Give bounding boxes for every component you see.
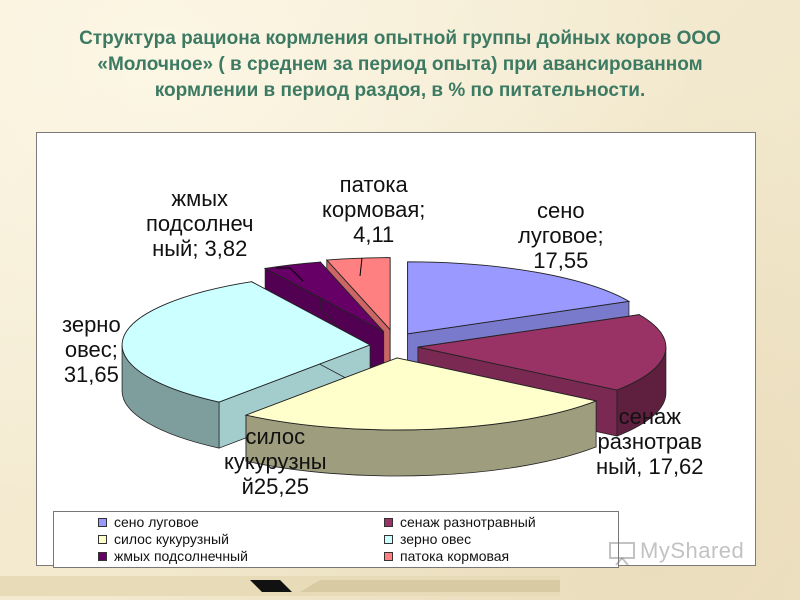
data-label-line: разнотрав <box>597 429 702 454</box>
pie-slice-3 <box>244 357 598 477</box>
legend-swatch <box>98 535 107 544</box>
data-label-line: сенаж <box>618 404 681 429</box>
legend-swatch <box>384 518 393 527</box>
data-label-line: 4,11 <box>353 222 395 247</box>
data-label-4: зерно овес; 31,65 <box>62 312 121 387</box>
data-label-line: й25,25 <box>241 474 309 499</box>
slice-top-face <box>407 261 631 335</box>
title-line-2: «Молочное» ( в среднем за период опыта) … <box>97 54 703 75</box>
legend-label: сено луговое <box>114 514 199 530</box>
data-label-line: патока <box>339 172 408 197</box>
legend-swatch <box>98 518 107 527</box>
slice-top-face <box>417 314 667 391</box>
data-label-line: овес; <box>64 337 118 362</box>
slice-top-face <box>244 357 598 431</box>
legend-label: зерно овес <box>400 531 472 547</box>
data-label-line: кукурузны <box>224 449 327 474</box>
title-line-3: кормлении в период раздоя, в % по питате… <box>154 80 646 101</box>
data-label-line: подсолнеч <box>146 211 254 236</box>
leader-line-patoka <box>359 257 363 277</box>
legend-label: силос кукурузный <box>114 531 229 547</box>
title-line-1: Структура рациона кормления опытной груп… <box>79 28 721 49</box>
data-label-line: ный, 17,62 <box>596 454 704 479</box>
legend-swatch <box>384 552 393 561</box>
data-label-line: зерно <box>62 312 121 337</box>
legend-label: жмых подсолнечный <box>114 548 248 564</box>
slice-top-face <box>121 281 372 403</box>
data-label-line: луговое; <box>518 223 604 248</box>
data-label-line: сено <box>537 198 585 223</box>
presentation-icon <box>609 542 635 566</box>
data-label-line: 31,65 <box>63 362 119 387</box>
legend-label: патока кормовая <box>400 548 510 564</box>
data-label-1: сено луговое; 17,55 <box>518 198 604 273</box>
bottom-decoration <box>0 576 560 596</box>
legend-swatch <box>384 535 393 544</box>
legend-swatch <box>98 552 107 561</box>
data-label-5: жмых подсолнеч ный; 3,82 <box>146 186 253 261</box>
leader-line-zhmykh <box>276 267 304 282</box>
legend-label: сенаж разнотравный <box>400 514 536 530</box>
data-label-3: силос кукурузны й25,25 <box>224 424 327 499</box>
slide-title: Структура рациона кормления опытной груп… <box>20 26 780 104</box>
data-label-line: кормовая; <box>322 197 426 222</box>
data-label-line: силос <box>245 424 306 449</box>
chart-legend: сено луговое сенаж разнотравный силос куку… <box>53 511 619 568</box>
data-label-line: жмых <box>171 186 229 211</box>
data-label-2: сенаж разнотрав ный, 17,62 <box>596 404 704 479</box>
data-label-line: 17,55 <box>533 248 589 273</box>
data-label-line: ный; 3,82 <box>152 236 248 261</box>
data-label-6: патока кормовая; 4,11 <box>322 172 425 247</box>
slice-top-face <box>325 257 391 331</box>
watermark: MyShared <box>640 538 745 563</box>
slice-top-face <box>263 261 384 333</box>
